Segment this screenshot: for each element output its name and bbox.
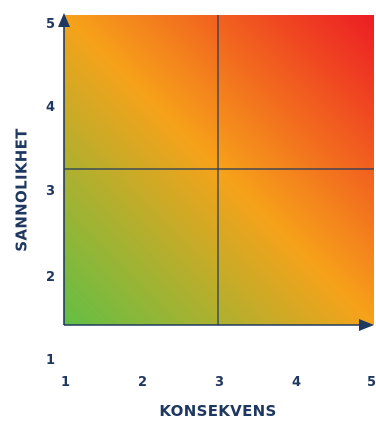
x-tick-3: 3: [215, 375, 225, 390]
x-tick-2: 2: [138, 375, 148, 390]
x-tick-4: 4: [292, 375, 302, 390]
y-axis-arrow: [58, 13, 70, 27]
risk-gradient-area: [64, 15, 374, 325]
y-tick-5: 5: [46, 17, 56, 32]
y-tick-2: 2: [46, 270, 56, 285]
x-tick-5: 5: [367, 375, 376, 390]
y-tick-3: 3: [46, 184, 56, 199]
y-axis-title: SANNOLIKHET: [12, 128, 31, 252]
y-tick-4: 4: [46, 100, 56, 115]
x-axis-title: KONSEKVENS: [159, 402, 277, 420]
x-tick-1: 1: [61, 375, 71, 390]
y-tick-1: 1: [46, 353, 56, 368]
x-axis-arrow: [359, 319, 374, 331]
